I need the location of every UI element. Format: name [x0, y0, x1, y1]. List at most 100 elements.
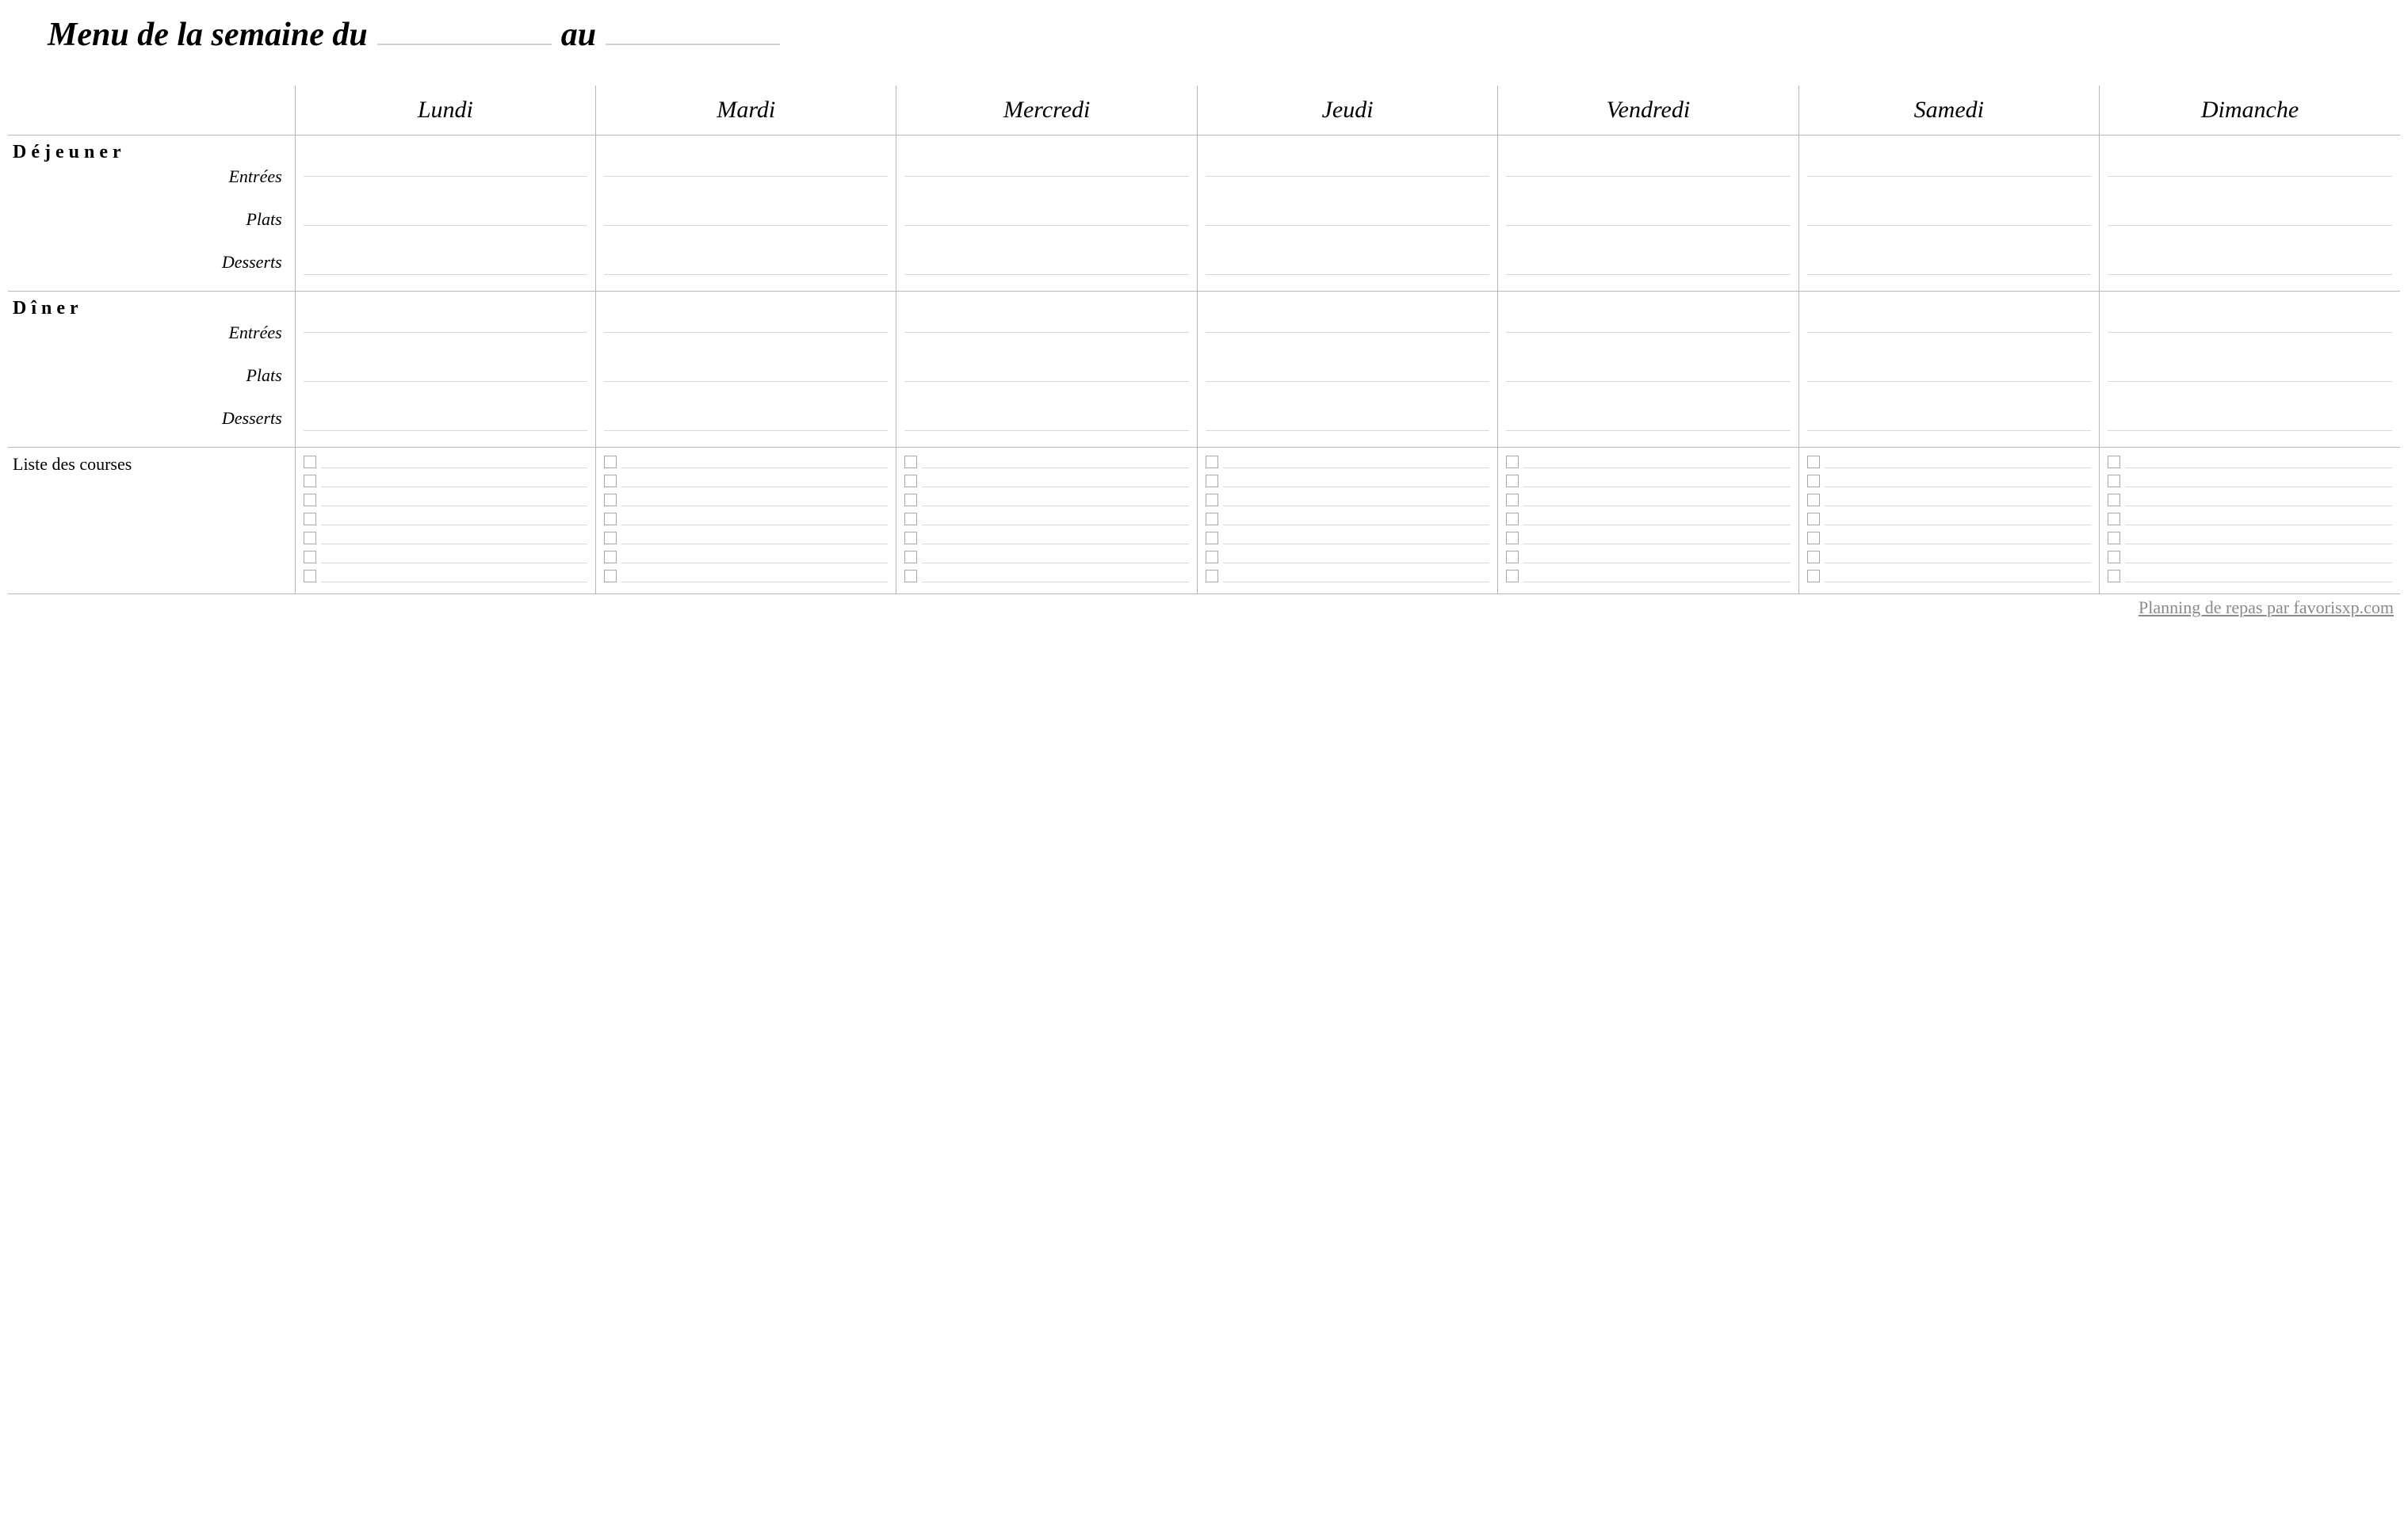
lunch-line[interactable]	[2108, 208, 2392, 226]
checkbox-icon[interactable]	[904, 475, 917, 487]
shopping-line[interactable]	[1523, 571, 1790, 582]
checkbox-icon[interactable]	[904, 551, 917, 563]
lunch-cell-6[interactable]	[2100, 135, 2400, 292]
shopping-line[interactable]	[922, 476, 1188, 487]
dinner-line[interactable]	[1506, 364, 1790, 382]
checkbox-icon[interactable]	[2108, 532, 2120, 544]
lunch-line[interactable]	[1206, 258, 1489, 275]
shopping-line[interactable]	[922, 457, 1188, 468]
shopping-line[interactable]	[1523, 457, 1790, 468]
checkbox-icon[interactable]	[904, 456, 917, 468]
shopping-line[interactable]	[1523, 495, 1790, 506]
shopping-line[interactable]	[321, 571, 587, 582]
checkbox-icon[interactable]	[1506, 551, 1519, 563]
shopping-line[interactable]	[321, 476, 587, 487]
checkbox-icon[interactable]	[1807, 551, 1820, 563]
checkbox-icon[interactable]	[1206, 456, 1218, 468]
dinner-line[interactable]	[604, 364, 888, 382]
shopping-line[interactable]	[1223, 457, 1489, 468]
checkbox-icon[interactable]	[1206, 532, 1218, 544]
checkbox-icon[interactable]	[1807, 456, 1820, 468]
checkbox-icon[interactable]	[2108, 551, 2120, 563]
lunch-cell-2[interactable]	[896, 135, 1197, 292]
shopping-line[interactable]	[1223, 571, 1489, 582]
dinner-line[interactable]	[2108, 364, 2392, 382]
checkbox-icon[interactable]	[1506, 532, 1519, 544]
dinner-cell-3[interactable]	[1197, 292, 1497, 448]
shopping-line[interactable]	[922, 552, 1188, 563]
checkbox-icon[interactable]	[304, 494, 316, 506]
lunch-line[interactable]	[1807, 258, 2091, 275]
shopping-line[interactable]	[2125, 457, 2392, 468]
lunch-cell-5[interactable]	[1798, 135, 2099, 292]
checkbox-icon[interactable]	[304, 532, 316, 544]
lunch-line[interactable]	[1206, 208, 1489, 226]
checkbox-icon[interactable]	[1807, 513, 1820, 525]
shopping-line[interactable]	[2125, 552, 2392, 563]
checkbox-icon[interactable]	[904, 532, 917, 544]
dinner-line[interactable]	[2108, 315, 2392, 333]
lunch-line[interactable]	[2108, 258, 2392, 275]
checkbox-icon[interactable]	[1807, 532, 1820, 544]
shopping-line[interactable]	[621, 476, 888, 487]
checkbox-icon[interactable]	[904, 513, 917, 525]
shopping-line[interactable]	[2125, 495, 2392, 506]
checkbox-icon[interactable]	[2108, 456, 2120, 468]
dinner-line[interactable]	[604, 315, 888, 333]
shopping-line[interactable]	[321, 552, 587, 563]
shopping-line[interactable]	[621, 514, 888, 525]
shopping-line[interactable]	[1223, 495, 1489, 506]
shopping-line[interactable]	[1825, 514, 2091, 525]
shopping-line[interactable]	[2125, 533, 2392, 544]
checkbox-icon[interactable]	[1506, 475, 1519, 487]
shopping-line[interactable]	[922, 514, 1188, 525]
shopping-line[interactable]	[321, 457, 587, 468]
checkbox-icon[interactable]	[1206, 475, 1218, 487]
lunch-cell-3[interactable]	[1197, 135, 1497, 292]
checkbox-icon[interactable]	[1506, 570, 1519, 582]
shopping-line[interactable]	[1523, 514, 1790, 525]
checkbox-icon[interactable]	[1807, 570, 1820, 582]
lunch-line[interactable]	[304, 258, 587, 275]
shopping-line[interactable]	[2125, 571, 2392, 582]
dinner-line[interactable]	[1506, 414, 1790, 431]
dinner-line[interactable]	[304, 414, 587, 431]
shopping-line[interactable]	[1825, 571, 2091, 582]
lunch-line[interactable]	[604, 258, 888, 275]
lunch-line[interactable]	[304, 208, 587, 226]
lunch-line[interactable]	[1807, 208, 2091, 226]
lunch-line[interactable]	[1506, 258, 1790, 275]
checkbox-icon[interactable]	[2108, 475, 2120, 487]
dinner-line[interactable]	[1807, 414, 2091, 431]
shopping-line[interactable]	[2125, 514, 2392, 525]
checkbox-icon[interactable]	[1807, 475, 1820, 487]
dinner-line[interactable]	[1506, 315, 1790, 333]
shopping-line[interactable]	[1223, 476, 1489, 487]
shopping-line[interactable]	[1523, 552, 1790, 563]
shopping-line[interactable]	[321, 533, 587, 544]
checkbox-icon[interactable]	[304, 456, 316, 468]
date-from-blank[interactable]	[377, 18, 552, 45]
checkbox-icon[interactable]	[304, 551, 316, 563]
checkbox-icon[interactable]	[1206, 494, 1218, 506]
dinner-line[interactable]	[1206, 315, 1489, 333]
shopping-line[interactable]	[621, 571, 888, 582]
lunch-line[interactable]	[1807, 159, 2091, 177]
checkbox-icon[interactable]	[604, 475, 617, 487]
checkbox-icon[interactable]	[304, 513, 316, 525]
dinner-line[interactable]	[2108, 414, 2392, 431]
checkbox-icon[interactable]	[1506, 456, 1519, 468]
checkbox-icon[interactable]	[1506, 494, 1519, 506]
checkbox-icon[interactable]	[1206, 551, 1218, 563]
dinner-line[interactable]	[304, 315, 587, 333]
checkbox-icon[interactable]	[604, 532, 617, 544]
lunch-line[interactable]	[1506, 159, 1790, 177]
checkbox-icon[interactable]	[1506, 513, 1519, 525]
lunch-line[interactable]	[304, 159, 587, 177]
dinner-line[interactable]	[904, 315, 1188, 333]
lunch-line[interactable]	[604, 159, 888, 177]
dinner-line[interactable]	[1206, 364, 1489, 382]
checkbox-icon[interactable]	[1206, 570, 1218, 582]
checkbox-icon[interactable]	[604, 494, 617, 506]
checkbox-icon[interactable]	[604, 456, 617, 468]
